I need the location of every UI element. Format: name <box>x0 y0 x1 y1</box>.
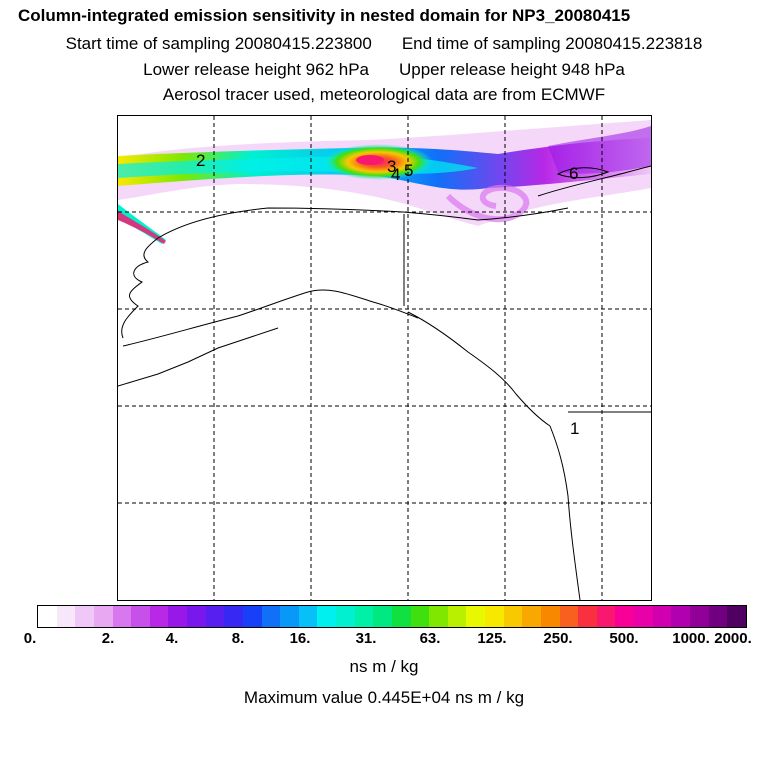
colorbar-cell <box>280 606 299 627</box>
arctic-island-2 <box>556 167 610 179</box>
colorbar-cell <box>75 606 94 627</box>
colorbar-cell <box>391 606 411 627</box>
upper-release-height: Upper release height 948 hPa <box>399 60 625 79</box>
colorbar-tick-label: 16. <box>289 630 311 647</box>
colorbar-cell <box>112 606 132 627</box>
end-time: End time of sampling 20080415.223818 <box>401 34 703 53</box>
map-panel: 2 3 4 5 6 1 <box>117 115 652 601</box>
graticule <box>118 116 651 600</box>
alaska-west-coast <box>121 237 159 339</box>
colorbar-cell <box>38 606 57 627</box>
sampling-times: Start time of sampling 20080415.223800 En… <box>0 34 768 54</box>
cluster-label-2: 2 <box>196 151 205 170</box>
colorbar-cell <box>131 606 150 627</box>
colorbar-cell <box>317 606 336 627</box>
colorbar-tick-label: 250. <box>543 630 573 647</box>
colorbar-tick-label: 0. <box>23 630 37 647</box>
colorbar-cell <box>336 606 355 627</box>
colorbar-cell <box>540 606 560 627</box>
colorbar-cell <box>503 606 523 627</box>
borders <box>403 214 651 413</box>
colorbar-cell <box>187 606 206 627</box>
colorbar-cell <box>149 606 169 627</box>
colorbar-cell <box>298 606 318 627</box>
colorbar-cell <box>93 606 113 627</box>
maximum-value: Maximum value 0.445E+04 ns m / kg <box>243 688 525 707</box>
colorbar-tick-label: 2. <box>101 630 115 647</box>
plume-peak <box>356 155 384 165</box>
colorbar-cell <box>429 606 448 627</box>
colorbar-cell <box>447 606 467 627</box>
arctic-islands <box>537 165 651 197</box>
colorbar-cell <box>652 606 672 627</box>
colorbar-cell <box>485 606 504 627</box>
cluster-label-1: 1 <box>570 419 579 438</box>
tracer-note: Aerosol tracer used, meteorological data… <box>162 85 606 104</box>
cluster-label-6: 6 <box>569 164 578 183</box>
colorbar-tick-label: 8. <box>231 630 245 647</box>
colorbar-cell <box>727 606 746 627</box>
coastlines <box>118 165 651 600</box>
colorbar-unit: ns m / kg <box>349 657 419 676</box>
colorbar-cell <box>578 606 597 627</box>
colorbar-tick-label: 125. <box>477 630 507 647</box>
colorbar-tick-label: 4. <box>165 630 179 647</box>
plume-southwest-streak-core <box>118 211 166 244</box>
colorbar-cell <box>596 606 616 627</box>
map-canvas: 2 3 4 5 6 1 <box>118 116 651 600</box>
colorbar-cell <box>205 606 225 627</box>
cluster-label-4: 4 <box>391 165 400 184</box>
plume-arctic-tail <box>548 126 651 174</box>
colorbar-tick-label: 1000. <box>672 630 710 647</box>
colorbar-tick-label: 500. <box>609 630 639 647</box>
colorbar-cell <box>634 606 653 627</box>
colorbar-cell <box>242 606 262 627</box>
colorbar-tick-label: 31. <box>355 630 377 647</box>
colorbar-cell <box>224 606 243 627</box>
west-coast-canada-us <box>549 425 581 600</box>
start-time: Start time of sampling 20080415.223800 <box>65 34 372 53</box>
colorbar-cell <box>615 606 634 627</box>
colorbar-cell <box>708 606 728 627</box>
colorbar-tick-label: 2000. <box>714 630 752 647</box>
plume-swirl <box>445 184 530 223</box>
cluster-label-3: 3 <box>387 157 396 176</box>
colorbar-tick-label: 63. <box>419 630 441 647</box>
aleutian-chain <box>118 327 279 387</box>
panhandle-coast <box>407 311 551 427</box>
colorbar-cell <box>56 606 76 627</box>
colorbar-cell <box>671 606 690 627</box>
colorbar-cell <box>261 606 281 627</box>
colorbar-cell <box>466 606 485 627</box>
colorbar-cell <box>410 606 430 627</box>
colorbar <box>37 605 747 628</box>
colorbar-cell <box>373 606 392 627</box>
colorbar-ticks: 0. 2. 4. 8. 16. 31. 63. 125. 250. 500. 1000. 2000. <box>0 630 768 650</box>
figure-title: Column-integrated emission sensitivity i… <box>18 6 631 25</box>
colorbar-cell <box>689 606 709 627</box>
cluster-label-5: 5 <box>404 161 413 180</box>
colorbar-cell <box>168 606 187 627</box>
release-heights: Lower release height 962 hPa Upper releas… <box>0 60 768 80</box>
alaska-south-coast <box>122 289 419 347</box>
lower-release-height: Lower release height 962 hPa <box>143 60 369 79</box>
colorbar-cell <box>354 606 374 627</box>
colorbar-cell <box>559 606 579 627</box>
colorbar-cell <box>522 606 541 627</box>
